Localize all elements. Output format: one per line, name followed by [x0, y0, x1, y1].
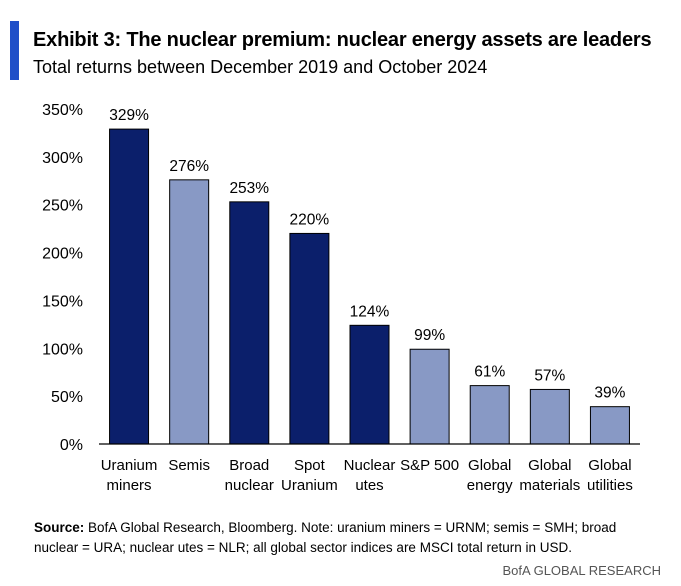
category-label: Global materials [519, 457, 580, 494]
brand-footer: BofA GLOBAL RESEARCH [502, 563, 661, 578]
source-note: Source: BofA Global Research, Bloomberg.… [34, 518, 664, 558]
data-label: 99% [414, 327, 445, 344]
data-label: 253% [229, 180, 269, 197]
y-tick-label: 350% [42, 102, 83, 119]
chart-subtitle: Total returns between December 2019 and … [33, 57, 488, 77]
bar [169, 179, 210, 445]
category-label: Broad nuclear [225, 457, 274, 494]
category-label: Nuclear utes [344, 457, 396, 494]
chart-title: Exhibit 3: The nuclear premium: nuclear … [33, 29, 652, 51]
data-label: 61% [474, 364, 505, 381]
data-label: 329% [109, 107, 149, 124]
source-label: Source: [34, 520, 85, 535]
bar [289, 232, 330, 445]
bar [469, 385, 510, 445]
data-label: 276% [169, 158, 209, 175]
bar [589, 406, 630, 445]
bar-chart: 0% 50% 100% 150% 200% 250% 300% 350% 329% Uranium… [42, 102, 640, 494]
data-label: 124% [350, 303, 390, 320]
bar [109, 128, 150, 445]
bar [529, 388, 570, 445]
category-label: Semis [168, 457, 210, 474]
source-text: BofA Global Research, Bloomberg. Note: u… [34, 520, 617, 555]
category-label: Global energy [467, 457, 513, 494]
data-label: 57% [534, 367, 565, 384]
y-tick-label: 250% [42, 198, 83, 215]
category-label: S&P 500 [400, 457, 459, 474]
y-tick-label: 50% [51, 389, 83, 406]
data-label: 220% [290, 211, 330, 228]
y-tick-label: 200% [42, 246, 83, 263]
y-tick-label: 0% [60, 437, 83, 454]
y-tick-label: 300% [42, 150, 83, 167]
category-label: Spot Uranium [281, 457, 338, 494]
accent-bar [10, 21, 19, 80]
y-tick-label: 100% [42, 341, 83, 358]
bar [349, 324, 390, 445]
category-label: Uranium miners [101, 457, 158, 494]
bar [409, 348, 450, 445]
bar [229, 201, 270, 445]
data-label: 39% [594, 385, 625, 402]
category-label: Global utilities [587, 457, 633, 494]
y-tick-label: 150% [42, 293, 83, 310]
